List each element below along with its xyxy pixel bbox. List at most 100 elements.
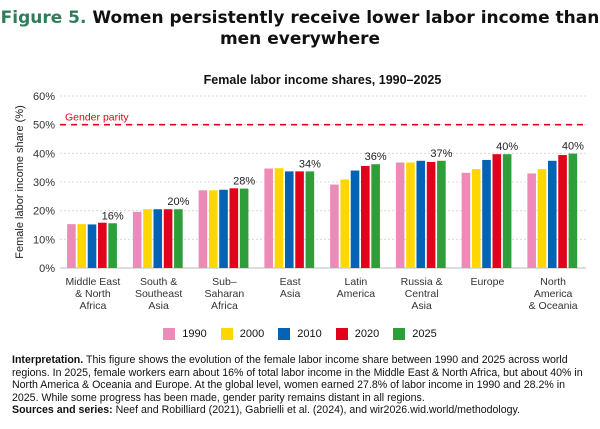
y-axis-label: Female labor income share (%) [14, 105, 26, 258]
legend-label: 2010 [297, 328, 322, 340]
bar-1990 [527, 173, 536, 268]
bar-2010 [350, 170, 360, 268]
x-tick-label: Asia [411, 300, 432, 312]
legend-item: 2000 [220, 328, 265, 340]
legend-item: 2020 [335, 328, 380, 340]
bar-2020 [163, 209, 173, 268]
legend-item: 1990 [163, 328, 207, 340]
legend-label: 1990 [182, 328, 207, 340]
data-label: 40% [496, 141, 518, 153]
x-tick-label: Sub– [212, 276, 237, 288]
x-tick-label: America [534, 288, 573, 300]
bar-2010 [547, 160, 557, 268]
bar-chart: 0% 10% 20% 30% 40% 50% 60% Female labor income … [14, 91, 586, 312]
figure-number: Figure 5. [0, 8, 87, 28]
bar-1990 [330, 184, 339, 268]
x-tick-label: Europe [470, 276, 504, 288]
y-tick-label: 50% [33, 120, 55, 132]
legend-item: 2025 [393, 328, 437, 340]
legend-item: 2010 [278, 328, 322, 340]
bar-2020 [295, 171, 304, 268]
bar-2025 [371, 164, 380, 268]
figure-title: Figure 5. Women persistently receive low… [0, 8, 600, 50]
legend-swatch [163, 328, 176, 340]
data-label: 36% [365, 151, 387, 163]
y-tick-label: 60% [33, 91, 55, 103]
bar-2020 [426, 161, 436, 268]
gender-parity-label: Gender parity [65, 112, 129, 124]
bar-2020 [98, 222, 107, 268]
bar-2000 [274, 168, 284, 268]
x-tick-label: & Oceania [529, 300, 578, 312]
legend: 1990 2000 2010 2020 2025 [0, 328, 600, 340]
bar-2000 [340, 179, 350, 268]
data-label: 28% [233, 176, 255, 188]
bar-2010 [87, 224, 97, 268]
data-label: 34% [299, 158, 321, 170]
x-tick-label: Africa [79, 300, 106, 312]
bar-1990 [264, 168, 273, 268]
bar-2010 [416, 160, 426, 268]
x-tick-label: America [337, 288, 376, 300]
notes: Interpretation. This figure shows the ev… [12, 354, 592, 417]
bar-2010 [219, 189, 228, 268]
x-tick-label: Southeast [135, 288, 182, 300]
bar-1990 [395, 162, 405, 268]
x-tick-label: Central [405, 288, 439, 300]
bar-2000 [537, 169, 547, 268]
bar-1990 [461, 172, 471, 268]
legend-label: 2000 [239, 328, 265, 340]
x-tick-label: Middle East [65, 276, 120, 288]
bar-1990 [67, 224, 76, 268]
y-tick-label: 20% [33, 206, 55, 218]
bar-1990 [132, 211, 142, 268]
bar-2000 [77, 224, 87, 268]
x-tick-label: Saharan [205, 288, 245, 300]
bar-2000 [471, 169, 481, 268]
bar-2025 [174, 209, 183, 268]
bar-2025 [502, 154, 512, 268]
x-tick-label: Russia & [401, 276, 443, 288]
data-label: 40% [562, 141, 584, 153]
x-tick-label: South & [140, 276, 177, 288]
bar-1990 [198, 190, 208, 268]
x-tick-label: Asia [280, 288, 301, 300]
bar-2020 [492, 154, 502, 268]
bar-2025 [437, 160, 446, 268]
bar-2020 [361, 165, 370, 268]
bar-2020 [558, 155, 567, 268]
x-tick-label: Asia [148, 300, 169, 312]
bar-2025 [568, 153, 578, 268]
y-tick-label: 0% [39, 263, 55, 275]
legend-swatch [278, 328, 291, 340]
y-tick-label: 30% [33, 177, 55, 189]
x-tick-label: & North [75, 288, 111, 300]
bar-2000 [208, 190, 218, 268]
bar-2025 [108, 223, 117, 268]
y-tick-label: 40% [33, 148, 55, 160]
legend-label: 2020 [354, 328, 380, 340]
y-tick-label: 10% [33, 234, 55, 246]
bar-2010 [284, 171, 294, 268]
figure-title-text: Women persistently receive lower labor i… [92, 8, 600, 49]
legend-swatch [393, 328, 406, 340]
bar-2000 [143, 209, 152, 268]
bar-2010 [482, 159, 491, 268]
x-tick-label: East [280, 276, 301, 288]
legend-label: 2025 [412, 328, 437, 340]
chart-title: Female labor income shares, 1990–2025 [203, 73, 442, 87]
bar-2025 [305, 171, 315, 268]
interpretation-label: Interpretation. [12, 354, 84, 366]
legend-swatch [220, 328, 233, 340]
data-label: 37% [430, 148, 452, 160]
bar-2020 [229, 188, 239, 268]
data-label: 20% [167, 196, 189, 208]
sources-text: Neef and Robilliard (2021), Gabrielli et… [112, 404, 520, 417]
bar-2000 [406, 162, 415, 268]
x-tick-label: Latin [344, 276, 367, 288]
x-tick-label: Africa [211, 300, 238, 312]
bar-2025 [239, 188, 249, 268]
legend-swatch [335, 328, 348, 340]
x-tick-label: North [540, 276, 566, 288]
bar-2010 [153, 209, 163, 268]
